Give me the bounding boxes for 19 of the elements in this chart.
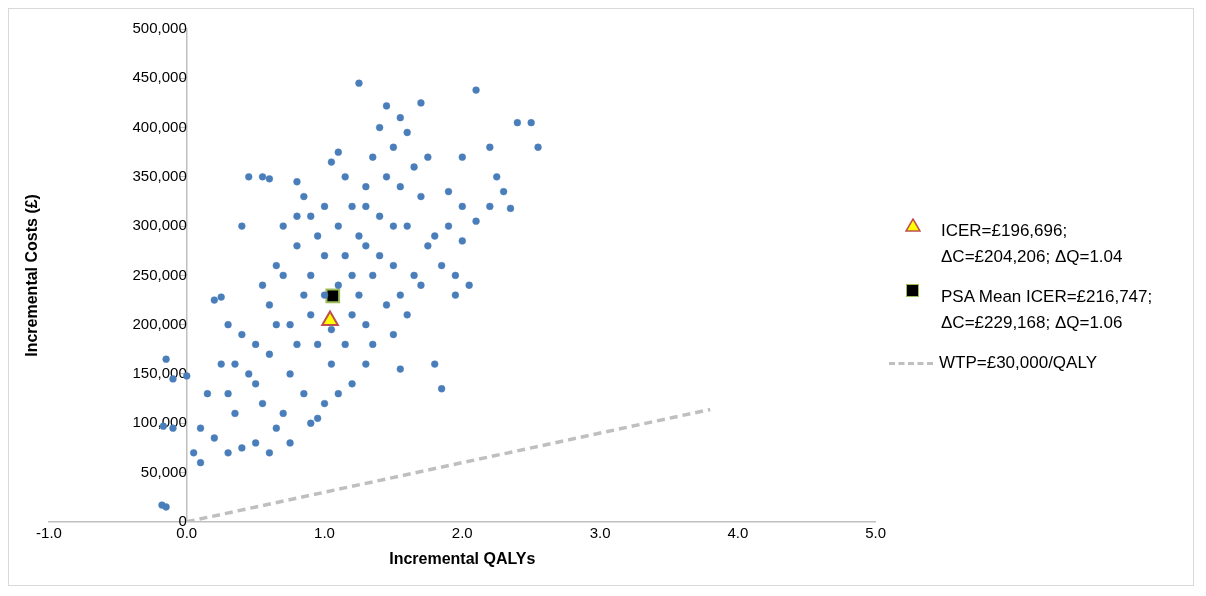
y-axis-title: Incremental Costs (£) — [23, 194, 41, 357]
y-tick-label: 300,000 — [132, 216, 187, 234]
legend-label: PSA Mean ICER=£216,747; ΔC=£229,168; ΔQ=1.06 — [941, 286, 1154, 334]
y-tick-label: 450,000 — [132, 68, 187, 86]
x-axis-title: Incremental QALYs — [389, 549, 536, 567]
x-tick-label: 3.0 — [589, 523, 611, 541]
y-tick-label: 350,000 — [132, 166, 187, 184]
x-tick-label: 1.0 — [314, 523, 335, 541]
x-tick-label: -1.0 — [36, 523, 62, 541]
y-tick-label: 400,000 — [132, 117, 187, 135]
y-tick-label: 250,000 — [132, 265, 187, 283]
x-tick-label: 4.0 — [727, 523, 749, 541]
x-tick-label: 2.0 — [451, 523, 473, 541]
x-tick-label: 5.0 — [865, 523, 886, 541]
y-tick-label: 500,000 — [132, 19, 187, 37]
y-tick-label: 200,000 — [132, 314, 187, 332]
y-tick-label: 50,000 — [140, 462, 187, 480]
legend-label: ICER=£196,696; ΔC=£204,206; ΔQ=1.04 — [941, 220, 1124, 268]
legend-label: WTP=£30,000/QALY — [939, 352, 1098, 374]
